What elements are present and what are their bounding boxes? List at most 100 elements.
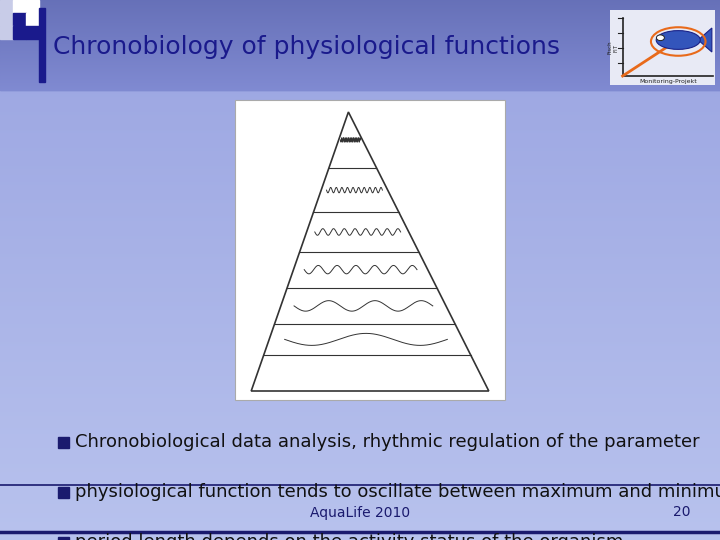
Bar — [0, 398, 720, 400]
Circle shape — [657, 35, 665, 40]
Bar — [0, 293, 720, 295]
Bar — [0, 209, 720, 211]
Bar — [0, 193, 720, 194]
Bar — [0, 130, 720, 131]
Bar — [0, 259, 720, 261]
Bar — [0, 430, 720, 432]
Text: Monitoring-Projekt: Monitoring-Projekt — [639, 78, 697, 84]
Bar — [0, 155, 720, 157]
Bar — [0, 34, 720, 36]
Bar — [0, 108, 720, 110]
Bar — [0, 268, 720, 270]
Bar — [0, 92, 720, 93]
Bar — [0, 110, 720, 112]
Bar — [0, 389, 720, 390]
Bar — [0, 166, 720, 167]
Bar — [0, 18, 720, 20]
Bar — [0, 254, 720, 255]
Bar — [0, 344, 720, 346]
Bar — [0, 25, 720, 27]
Bar — [0, 502, 720, 504]
Bar — [0, 355, 720, 356]
Bar — [26, 0, 39, 13]
Bar — [0, 288, 720, 290]
Bar — [0, 439, 720, 441]
Bar — [0, 247, 720, 248]
Bar — [0, 488, 720, 490]
Bar — [0, 347, 720, 349]
Bar — [0, 285, 720, 286]
Bar — [0, 83, 720, 85]
Bar — [0, 481, 720, 482]
Bar — [0, 380, 720, 382]
Bar — [0, 457, 720, 459]
Bar — [0, 255, 720, 258]
Bar — [0, 367, 720, 369]
Bar — [0, 204, 720, 205]
Bar — [13, 26, 26, 39]
Bar — [0, 308, 720, 309]
Bar — [0, 2, 720, 4]
Bar — [39, 8, 45, 82]
Bar — [0, 331, 720, 333]
Bar — [0, 4, 720, 5]
Bar — [0, 513, 720, 515]
Bar — [0, 243, 720, 245]
Ellipse shape — [656, 31, 701, 49]
Bar — [0, 22, 720, 23]
Bar — [0, 135, 720, 137]
Bar — [0, 150, 720, 151]
Bar — [0, 88, 720, 90]
Bar — [0, 184, 720, 185]
Bar — [0, 248, 720, 250]
Bar — [58, 537, 69, 540]
Bar — [0, 218, 720, 220]
Bar — [0, 336, 720, 339]
Bar — [0, 174, 720, 177]
Bar — [0, 45, 720, 47]
Bar — [0, 93, 720, 96]
Bar — [0, 43, 720, 45]
Bar — [0, 173, 720, 174]
Bar — [0, 515, 720, 517]
Bar — [0, 452, 720, 454]
Bar — [0, 90, 720, 92]
Bar — [0, 281, 720, 282]
Bar — [26, 26, 39, 39]
Bar — [0, 360, 720, 362]
Bar — [0, 501, 720, 502]
Bar — [0, 376, 720, 378]
Bar — [0, 85, 720, 86]
Bar — [0, 328, 720, 329]
Bar — [0, 61, 720, 63]
Bar — [0, 272, 720, 274]
Bar — [0, 443, 720, 444]
Bar — [0, 36, 720, 38]
Bar — [58, 436, 69, 448]
Bar — [0, 454, 720, 455]
Bar — [0, 390, 720, 393]
Bar — [0, 493, 720, 495]
Bar — [0, 410, 720, 412]
Bar — [0, 299, 720, 301]
Bar — [0, 162, 720, 164]
Bar — [58, 487, 69, 497]
Text: physiological function tends to oscillate between maximum and minimum value: physiological function tends to oscillat… — [75, 483, 720, 501]
Bar — [0, 340, 720, 342]
Bar — [0, 319, 720, 320]
Bar — [0, 277, 720, 279]
Bar — [0, 409, 720, 410]
Bar — [0, 158, 720, 160]
Bar — [0, 7, 720, 9]
Bar — [0, 335, 720, 336]
Bar — [0, 459, 720, 461]
Bar — [0, 103, 720, 104]
Bar — [0, 96, 720, 97]
Bar — [0, 471, 720, 474]
Text: Chronobiology of physiological functions: Chronobiology of physiological functions — [53, 35, 560, 59]
Bar — [0, 531, 720, 533]
Bar — [0, 20, 720, 22]
Text: period length depends on the activity status of the organism: period length depends on the activity st… — [75, 533, 624, 540]
Bar — [0, 263, 720, 265]
Bar — [0, 382, 720, 383]
